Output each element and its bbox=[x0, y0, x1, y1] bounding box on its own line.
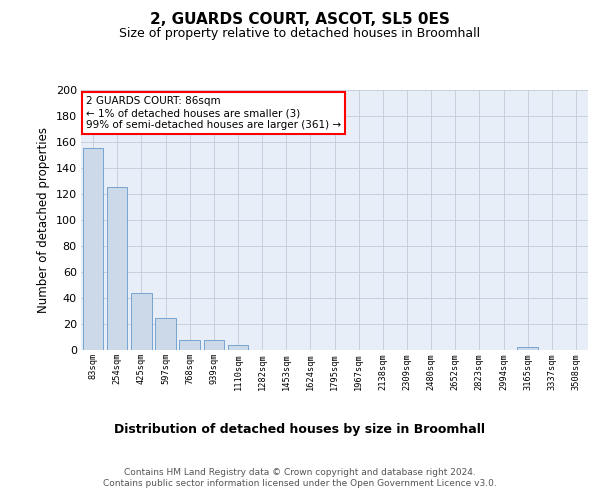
Bar bbox=[227, 345, 248, 350]
Bar bbox=[155, 318, 176, 350]
Bar bbox=[83, 148, 103, 350]
Y-axis label: Number of detached properties: Number of detached properties bbox=[37, 127, 50, 313]
Bar bbox=[131, 293, 152, 350]
Text: 2 GUARDS COURT: 86sqm
← 1% of detached houses are smaller (3)
99% of semi-detach: 2 GUARDS COURT: 86sqm ← 1% of detached h… bbox=[86, 96, 341, 130]
Text: Distribution of detached houses by size in Broomhall: Distribution of detached houses by size … bbox=[115, 422, 485, 436]
Text: Contains HM Land Registry data © Crown copyright and database right 2024.
Contai: Contains HM Land Registry data © Crown c… bbox=[103, 468, 497, 487]
Text: Size of property relative to detached houses in Broomhall: Size of property relative to detached ho… bbox=[119, 28, 481, 40]
Bar bbox=[203, 340, 224, 350]
Bar bbox=[107, 188, 127, 350]
Text: 2, GUARDS COURT, ASCOT, SL5 0ES: 2, GUARDS COURT, ASCOT, SL5 0ES bbox=[150, 12, 450, 28]
Bar bbox=[517, 348, 538, 350]
Bar bbox=[179, 340, 200, 350]
